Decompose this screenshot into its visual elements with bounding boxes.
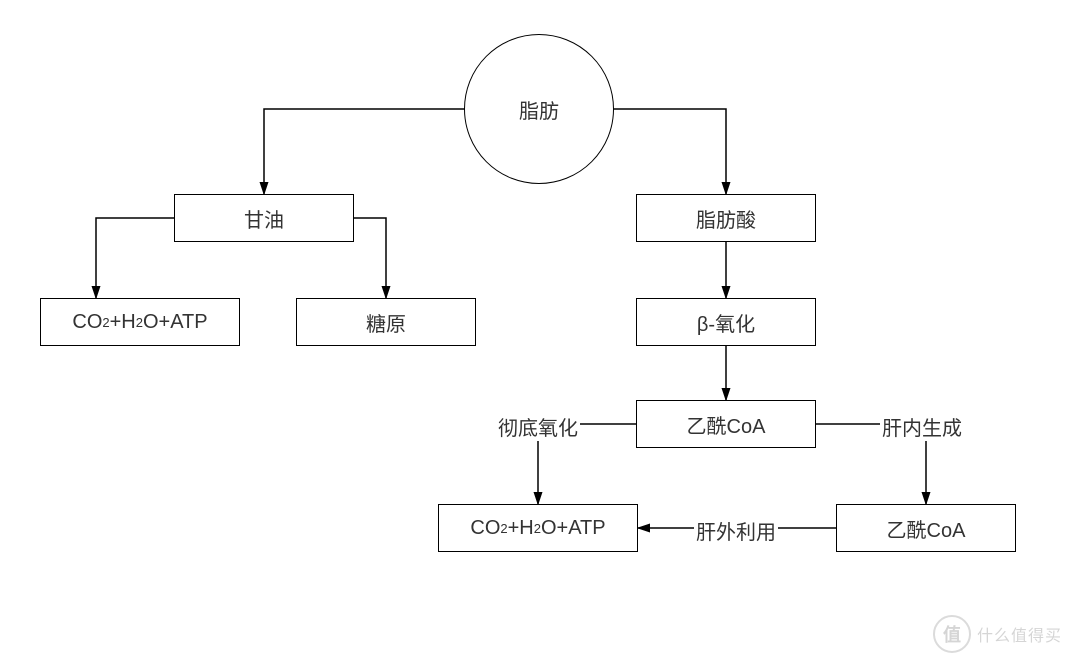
node-acoa_1: 乙酰CoA (636, 400, 816, 448)
node-acoa_2: 乙酰CoA (836, 504, 1016, 552)
node-fat: 脂肪 (464, 34, 614, 184)
node-co2_1: CO2+H2O+ATP (40, 298, 240, 346)
edge-fat-glycerol (264, 109, 470, 194)
node-co2_2: CO2+H2O+ATP (438, 504, 638, 552)
edge-label-acoa_1-acoa_2: 肝内生成 (880, 412, 964, 441)
node-glycogen: 糖原 (296, 298, 476, 346)
watermark-text: 什么值得买 (977, 622, 1062, 646)
edge-label-acoa_2-co2_2: 肝外利用 (694, 516, 778, 545)
watermark: 值 什么值得买 (933, 615, 1062, 653)
node-beta_ox: β-氧化 (636, 298, 816, 346)
edge-label-acoa_1-co2_2: 彻底氧化 (496, 412, 580, 441)
watermark-icon: 值 (933, 615, 971, 653)
node-fatty_acid: 脂肪酸 (636, 194, 816, 242)
edge-glycerol-co2_1 (96, 218, 174, 298)
edge-glycerol-glycogen (354, 218, 386, 298)
node-glycerol: 甘油 (174, 194, 354, 242)
edge-fat-fatty_acid (608, 109, 726, 194)
